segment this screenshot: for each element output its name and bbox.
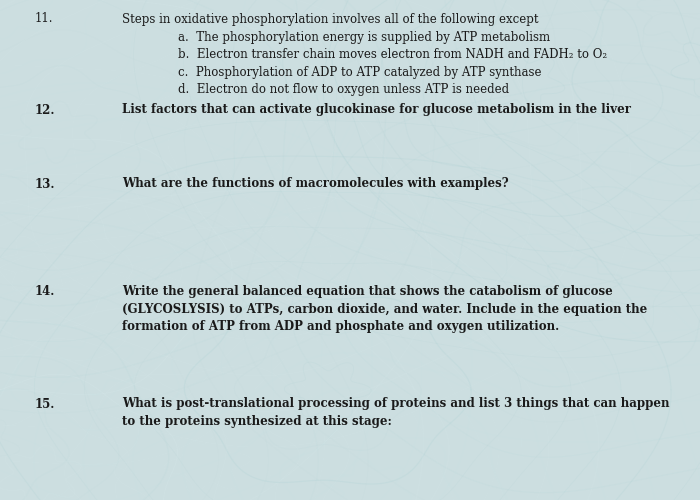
Text: d.  Electron do not flow to oxygen unless ATP is needed: d. Electron do not flow to oxygen unless… (178, 84, 510, 96)
Text: 11.: 11. (35, 12, 53, 26)
Text: What are the functions of macromolecules with examples?: What are the functions of macromolecules… (122, 178, 509, 190)
Text: 13.: 13. (35, 178, 55, 190)
Text: formation of ATP from ADP and phosphate and oxygen utilization.: formation of ATP from ADP and phosphate … (122, 320, 560, 333)
Text: (GLYCOSLYSIS) to ATPs, carbon dioxide, and water. Include in the equation the: (GLYCOSLYSIS) to ATPs, carbon dioxide, a… (122, 302, 648, 316)
Text: to the proteins synthesized at this stage:: to the proteins synthesized at this stag… (122, 415, 393, 428)
Text: List factors that can activate glucokinase for glucose metabolism in the liver: List factors that can activate glucokina… (122, 104, 631, 117)
Text: a.  The phosphorylation energy is supplied by ATP metabolism: a. The phosphorylation energy is supplie… (178, 31, 551, 44)
Text: What is post-translational processing of proteins and list 3 things that can hap: What is post-translational processing of… (122, 398, 670, 410)
Text: 15.: 15. (35, 398, 55, 410)
Text: 14.: 14. (35, 285, 55, 298)
Text: Steps in oxidative phosphorylation involves all of the following except: Steps in oxidative phosphorylation invol… (122, 12, 539, 26)
Text: Write the general balanced equation that shows the catabolism of glucose: Write the general balanced equation that… (122, 285, 613, 298)
Text: 12.: 12. (35, 104, 55, 117)
Text: b.  Electron transfer chain moves electron from NADH and FADH₂ to O₂: b. Electron transfer chain moves electro… (178, 48, 608, 62)
Text: c.  Phosphorylation of ADP to ATP catalyzed by ATP synthase: c. Phosphorylation of ADP to ATP catalyz… (178, 66, 542, 79)
